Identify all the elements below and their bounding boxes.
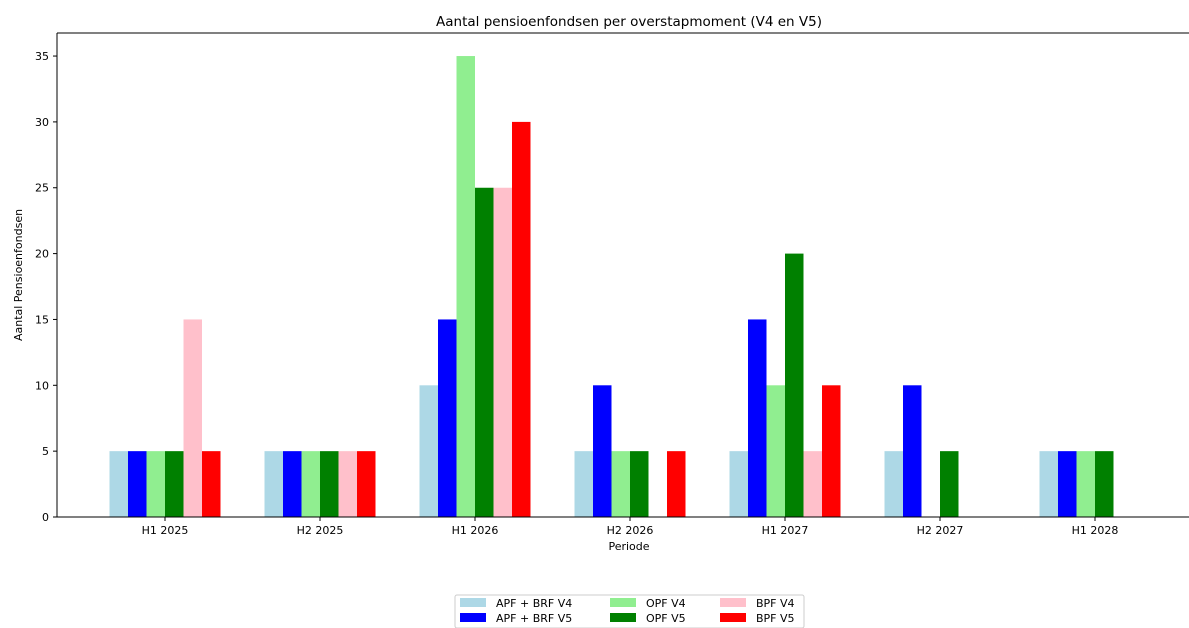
bar-opf-v5-h2-2027 (940, 451, 959, 517)
y-tick-label: 10 (35, 379, 49, 392)
bar-opf-v5-h1-2026 (475, 187, 494, 518)
x-tick-label: H2 2026 (607, 524, 654, 537)
y-tick-label: 35 (35, 50, 49, 63)
bar-apf-brf-v5-h2-2025 (283, 451, 302, 517)
bar-apf-brf-v5-h1-2026 (438, 319, 457, 517)
bar-opf-v4-h2-2026 (611, 451, 630, 517)
bar-apf-brf-v4-h1-2026 (419, 385, 438, 517)
y-tick-label: 25 (35, 182, 49, 195)
y-axis-label: Aantal Pensioenfondsen (12, 209, 25, 341)
legend-frame (454, 594, 805, 628)
x-ticks-group: H1 2025 H2 2025 H1 2026 H2 2026 H1 2027 H2 20… (142, 517, 1119, 537)
x-axis-label: Periode (608, 540, 649, 553)
legend-label-apf-brf-v5: APF + BRF V5 (496, 612, 572, 625)
bar-apf-brf-v5-h2-2026 (593, 385, 612, 517)
bar-bpf-v4-h2-2025 (338, 451, 357, 517)
y-ticks-group: 0 5 10 15 20 25 30 35 (35, 50, 57, 524)
bar-bpf-v5-h1-2026 (512, 121, 531, 518)
legend-label-opf-v4: OPF V4 (646, 597, 686, 610)
bar-apf-brf-v5-h2-2027 (903, 385, 922, 517)
bar-apf-brf-v5-h1-2027 (748, 319, 767, 517)
bar-bpf-v4-h1-2026 (493, 187, 512, 518)
y-tick-label: 5 (42, 445, 49, 458)
legend-swatch-bpf-v4 (720, 598, 746, 607)
legend-label-apf-brf-v4: APF + BRF V4 (496, 597, 572, 610)
legend-swatch-apf-brf-v5 (460, 613, 486, 622)
x-tick-label: H2 2027 (917, 524, 964, 537)
x-tick-label: H1 2025 (142, 524, 189, 537)
x-tick-label: H1 2027 (762, 524, 809, 537)
bar-opf-v5-h2-2025 (320, 451, 339, 517)
legend: APF + BRF V4 APF + BRF V5 OPF V4 OPF V5 BPF … (454, 594, 805, 628)
bar-apf-brf-v4-h1-2028 (1039, 451, 1058, 517)
y-tick-label: 15 (35, 313, 49, 326)
y-tick-label: 30 (35, 116, 49, 129)
legend-swatch-opf-v4 (610, 598, 636, 607)
y-tick-label: 20 (35, 248, 49, 261)
bar-bpf-v4-h1-2025 (183, 319, 202, 517)
bar-apf-brf-v4-h2-2025 (264, 451, 283, 517)
bar-opf-v4-h2-2025 (301, 451, 320, 517)
bar-opf-v5-h1-2027 (785, 253, 804, 517)
y-tick-label: 0 (42, 511, 49, 524)
legend-swatch-apf-brf-v4 (460, 598, 486, 607)
bar-opf-v4-h1-2025 (146, 451, 165, 517)
bar-bpf-v5-h2-2025 (357, 451, 376, 517)
chart-title: Aantal pensioenfondsen per overstapmomen… (436, 14, 822, 30)
legend-label-bpf-v4: BPF V4 (756, 597, 795, 610)
bar-apf-brf-v4-h1-2025 (109, 451, 128, 517)
bar-opf-v4-h1-2028 (1076, 451, 1095, 517)
legend-label-opf-v5: OPF V5 (646, 612, 686, 625)
legend-swatch-opf-v5 (610, 613, 636, 622)
bar-apf-brf-v5-h1-2025 (128, 451, 147, 517)
bar-bpf-v4-h1-2027 (803, 451, 822, 517)
bar-apf-brf-v4-h2-2027 (884, 451, 903, 517)
bar-apf-brf-v4-h1-2027 (729, 451, 748, 517)
axes-group (56, 32, 1189, 518)
bar-opf-v5-h2-2026 (630, 451, 649, 517)
x-tick-label: H1 2026 (452, 524, 499, 537)
x-tick-label: H2 2025 (297, 524, 344, 537)
bar-bpf-v5-h2-2026 (667, 451, 686, 517)
bar-opf-v4-h1-2027 (766, 385, 785, 517)
bar-bpf-v5-h1-2025 (202, 451, 221, 517)
legend-label-bpf-v5: BPF V5 (756, 612, 795, 625)
bars-group (109, 56, 1114, 518)
x-tick-label: H1 2028 (1072, 524, 1119, 537)
bar-opf-v4-h1-2026 (456, 56, 475, 518)
bar-opf-v5-h1-2025 (165, 451, 184, 517)
bar-bpf-v5-h1-2027 (822, 385, 841, 517)
legend-swatch-bpf-v5 (720, 613, 746, 622)
bar-apf-brf-v5-h1-2028 (1058, 451, 1077, 517)
bar-apf-brf-v4-h2-2026 (574, 451, 593, 517)
bar-opf-v5-h1-2028 (1095, 451, 1114, 517)
